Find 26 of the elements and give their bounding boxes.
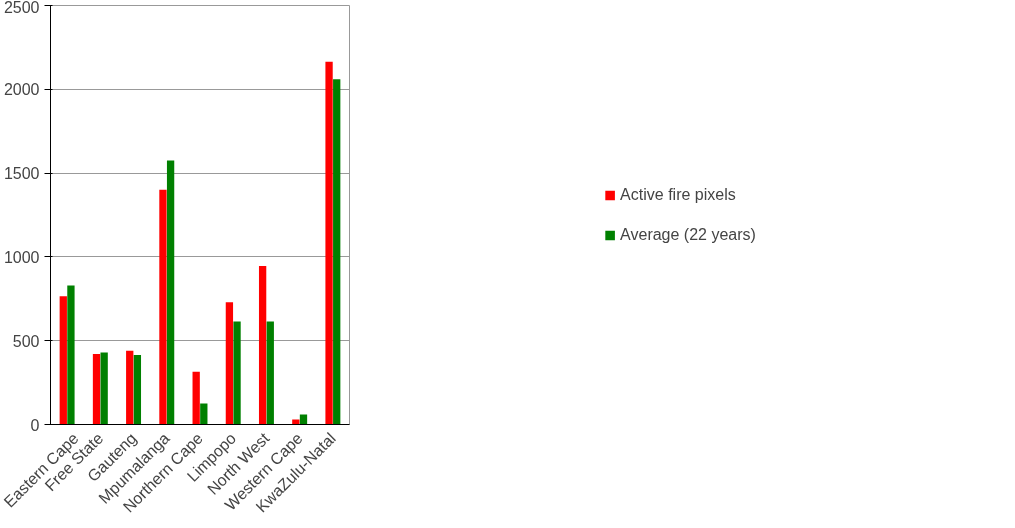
- bar: [192, 371, 200, 425]
- legend-label: Active fire pixels: [620, 185, 736, 204]
- y-tick-label: 2500: [3, 0, 40, 16]
- y-tick-label: 0: [30, 416, 40, 434]
- bar: [333, 79, 341, 425]
- y-tick-label: 1000: [3, 248, 40, 266]
- bar: [225, 302, 234, 425]
- bar: [159, 189, 167, 425]
- bar: [258, 266, 267, 425]
- bar: [200, 403, 208, 425]
- bar: [133, 354, 142, 425]
- y-tick-label: 1500: [3, 165, 40, 183]
- y-tick-label: 500: [12, 332, 40, 350]
- bar: [92, 354, 101, 425]
- bar: [126, 350, 134, 425]
- bar: [266, 321, 274, 425]
- y-tick-label: 2000: [3, 81, 40, 99]
- bar: [299, 414, 308, 425]
- bar: [292, 419, 300, 425]
- bar: [100, 352, 108, 425]
- legend-label: Average (22 years): [620, 225, 756, 244]
- bar: [233, 321, 241, 425]
- bar: [166, 160, 175, 425]
- bar: [325, 61, 333, 425]
- bar: [59, 296, 67, 425]
- bar: [67, 285, 75, 425]
